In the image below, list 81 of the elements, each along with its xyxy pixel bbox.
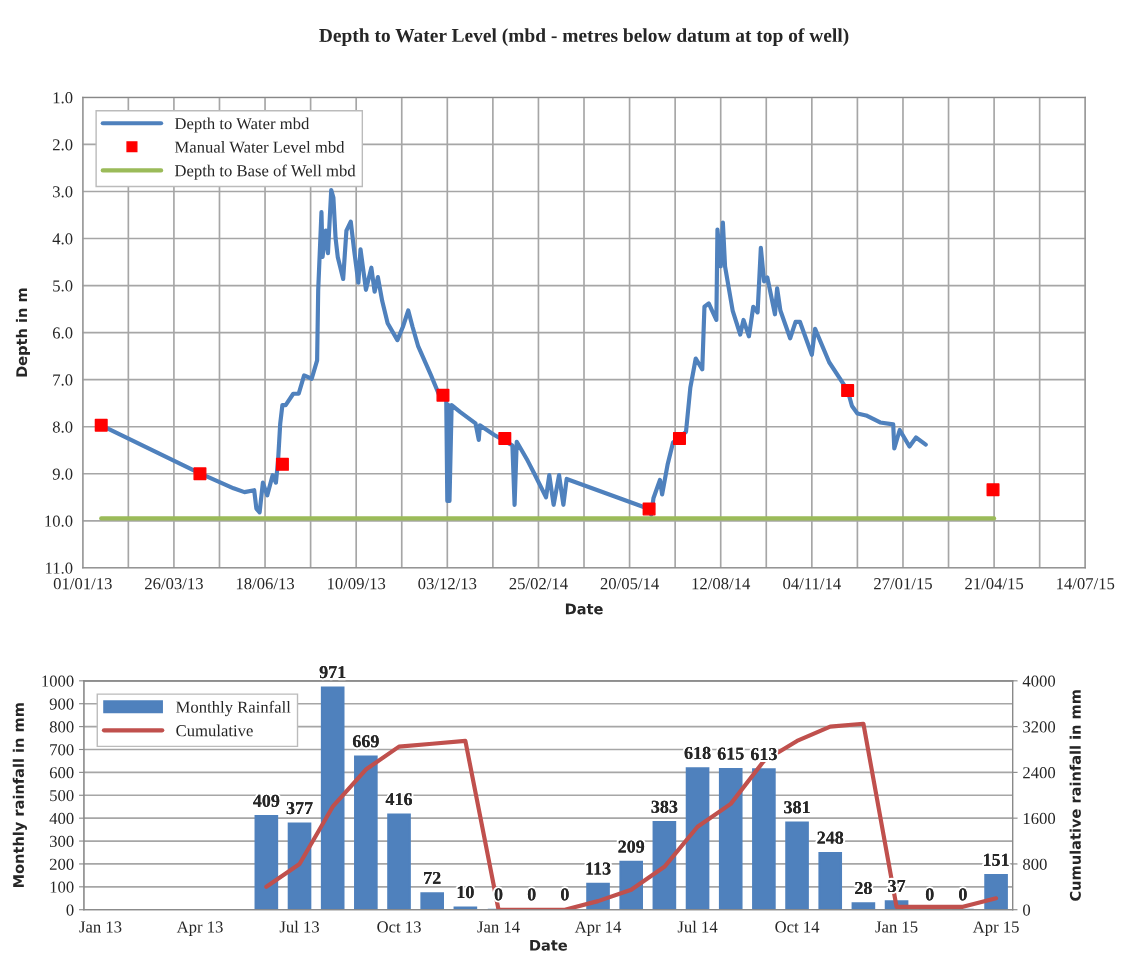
x-tick-label: Oct 14 <box>775 921 820 933</box>
y-tick-label: 400 <box>49 812 74 825</box>
x-tick-label: 20/05/14 <box>600 578 659 590</box>
data-label: 209 <box>618 840 645 853</box>
y2-tick-label: 800 <box>1023 858 1047 870</box>
data-label: 10 <box>457 886 474 899</box>
y2-tick-label: 2400 <box>1023 767 1056 779</box>
y-tick-label: 600 <box>49 767 74 779</box>
data-label: 28 <box>855 881 872 895</box>
data-label: 669 <box>352 735 379 748</box>
y-tick-label: 0 <box>66 904 74 916</box>
data-label: 416 <box>385 793 413 806</box>
y-tick-label: 1.0 <box>53 92 73 104</box>
y-axis-title: Monthly rainfall in mm <box>12 703 27 888</box>
x-tick-label: 03/12/13 <box>418 578 477 590</box>
legend-label: Monthly Rainfall <box>176 700 291 717</box>
y2-tick-label: 0 <box>1023 904 1031 916</box>
y-tick-label: 11.0 <box>45 562 73 574</box>
x-tick-label: Oct 13 <box>377 921 421 933</box>
x-axis-title: Date <box>530 939 567 951</box>
data-label: 377 <box>286 802 313 815</box>
y2-tick-label: 4000 <box>1022 675 1056 687</box>
y-tick-label: 5.0 <box>53 280 73 292</box>
legend-label: Cumulative <box>176 724 253 737</box>
data-label: 151 <box>983 853 1009 866</box>
x-tick-label: Apr 15 <box>972 921 1019 936</box>
y-tick-label: 500 <box>50 789 74 802</box>
data-label: 615 <box>717 747 744 760</box>
y-tick-label: 10.0 <box>45 515 73 527</box>
legend-label: Manual Water Level mbd <box>174 141 345 153</box>
data-label: 248 <box>817 831 844 844</box>
x-tick-label: Jul 13 <box>279 920 320 933</box>
y-tick-label: 8.0 <box>52 421 73 433</box>
x-tick-label: Jan 15 <box>875 921 918 933</box>
chart-title: Depth to Water Level (mbd - metres below datum at top of well) <box>319 28 849 46</box>
y-tick-label: 700 <box>50 744 74 756</box>
x-tick-label: Jan 14 <box>477 921 520 933</box>
y2-tick-label: 3200 <box>1023 721 1056 733</box>
x-tick-label: 04/11/14 <box>783 578 841 590</box>
data-label: 618 <box>684 746 711 760</box>
y-tick-label: 1000 <box>42 675 74 687</box>
y-tick-label: 4.0 <box>52 233 73 245</box>
data-label: 0 <box>959 888 967 901</box>
y2-tick-label: 1600 <box>1023 812 1056 825</box>
data-label: 0 <box>527 888 536 901</box>
y-tick-label: 6.0 <box>52 327 73 339</box>
data-label: 971 <box>319 666 346 679</box>
y-tick-label: 300 <box>49 835 74 847</box>
y-tick-label: 800 <box>49 721 74 733</box>
x-tick-label: Apr 13 <box>176 921 223 936</box>
data-label: 0 <box>925 888 934 901</box>
data-label: 72 <box>424 871 441 884</box>
x-tick-label: 12/08/14 <box>692 578 751 590</box>
data-label: 113 <box>586 862 611 875</box>
y-tick-label: 2.0 <box>52 139 73 151</box>
y-tick-label: 3.0 <box>53 186 73 198</box>
y-tick-label: 9.0 <box>52 468 73 480</box>
x-tick-label: 01/01/13 <box>53 578 112 590</box>
y-tick-label: 100 <box>50 881 74 893</box>
legend-label: Depth to Water mbd <box>174 117 310 133</box>
x-tick-label: 14/07/15 <box>1057 578 1115 590</box>
x-tick-label: 26/03/13 <box>145 578 203 590</box>
x-tick-label: 21/04/15 <box>965 578 1024 590</box>
x-tick-label: Jan 13 <box>79 921 122 933</box>
x-tick-label: 27/01/15 <box>874 578 932 590</box>
y-tick-label: 200 <box>49 858 74 870</box>
y-axis-title: Depth in m <box>15 288 30 377</box>
x-tick-label: 25/02/14 <box>509 578 568 590</box>
data-label: 383 <box>651 800 678 813</box>
x-tick-label: Jul 14 <box>677 920 718 933</box>
x-axis-title: Date <box>565 603 603 615</box>
x-tick-label: 18/06/13 <box>236 578 295 590</box>
y-tick-label: 7.0 <box>53 374 73 386</box>
data-label: 381 <box>784 801 810 814</box>
x-tick-label: 10/09/13 <box>328 578 386 590</box>
data-label: 0 <box>561 888 569 901</box>
data-label: 409 <box>253 794 280 807</box>
x-tick-label: Apr 14 <box>574 921 622 936</box>
y2-axis-title: Cumulative rainfall in mm <box>1069 690 1081 901</box>
legend-label: Depth to Base of Well mbd <box>174 164 356 180</box>
y-tick-label: 900 <box>49 698 74 710</box>
